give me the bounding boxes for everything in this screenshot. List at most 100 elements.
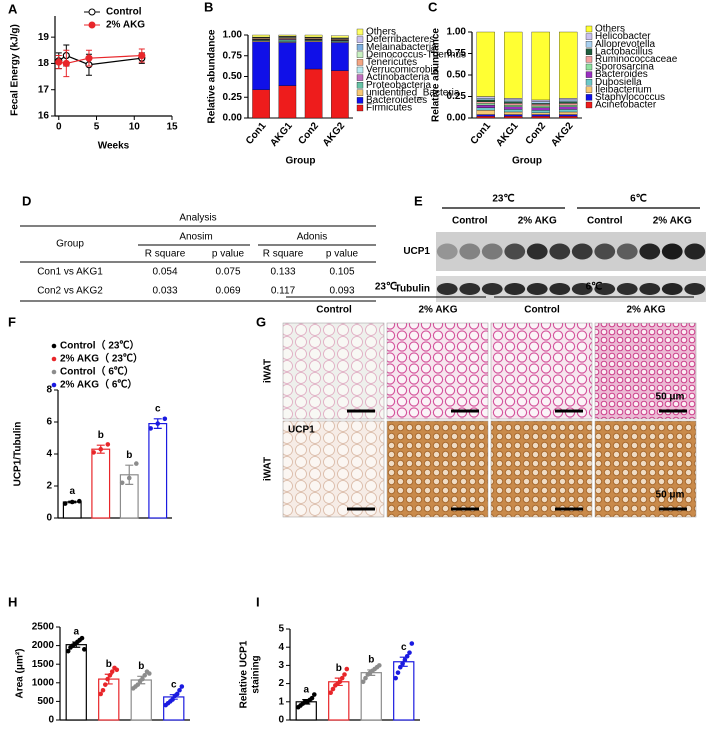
bar [98,678,120,721]
data-point [77,498,82,504]
bar-segment [504,106,523,110]
data-point [177,687,182,693]
bar-segment [331,42,349,71]
bar-segment [559,116,578,119]
legend-label: Proteobacteria [366,80,431,91]
legend-label: Control [106,7,142,18]
y-axis-title: Relative abundance [431,28,442,122]
data-point [109,669,115,674]
table-subheader: R square [145,249,186,260]
bar-segment [504,31,523,99]
bar-segment [504,116,523,119]
significance-letter: a [73,627,79,638]
legend-label: Tenericutes [366,57,417,68]
y-tick-label: 3 [278,660,284,671]
significance-letter: b [106,659,112,670]
legend-label: Ileibacterium [595,84,652,95]
bar-segment [559,103,578,106]
bar-segment [278,85,297,119]
bar [65,644,87,721]
data-point [126,475,132,481]
x-tick-label: AKG2 [321,120,348,149]
bar-segment [531,31,550,101]
group-label: Control [587,216,623,227]
legend-swatch [356,36,364,43]
micrograph [282,420,385,518]
data-point [105,676,110,682]
y-axis-title: staining [251,655,262,693]
data-point [402,657,408,663]
y-tick-label: 19 [38,32,50,43]
blot-band [661,283,683,295]
data-point [114,667,120,673]
table-cell: 0.105 [329,267,354,278]
blot-band [661,243,683,260]
legend-marker [51,369,57,375]
significance-letter: b [98,430,104,441]
bar-segment [504,109,523,113]
table-cell: 0.093 [329,286,354,297]
y-tick-label: 4 [46,449,52,460]
data-point [395,670,401,675]
legend-swatch [585,63,593,71]
bar-segment [559,31,578,99]
significance-letter: a [303,684,309,695]
data-point [312,692,317,697]
blot-band [459,283,481,295]
y-tick-label: 1 [278,696,284,707]
blot-band [616,243,638,260]
micrograph [386,322,489,420]
table-cell: 0.133 [270,267,295,278]
data-point [98,691,103,697]
y-tick-label: 2000 [32,640,55,651]
temperature-label: 23℃ [375,282,397,293]
legend-label: Control（ 23℃） [60,339,139,352]
micrograph [490,420,593,518]
data-point [134,461,139,466]
blot-band [526,283,548,295]
temperature-label: 23℃ [492,194,514,205]
legend-label: Alloprevotella [595,39,655,50]
row-label: iWAT [263,359,274,383]
y-axis-title: Area (μm²) [15,648,26,698]
micrograph [282,322,385,420]
data-point [82,647,87,652]
x-tick-label: Con1 [244,120,269,147]
legend-swatch [356,97,364,104]
y-tick-label: 0.00 [447,113,467,124]
bar-segment [331,35,349,39]
blot-band [571,243,593,260]
data-point [337,679,343,685]
bar-segment [531,114,550,117]
table-cell: Con2 vs AKG2 [37,286,103,297]
legend-swatch [356,66,364,74]
legend-swatch [585,94,593,101]
x-tick-label: Con2 [524,120,549,147]
legend-swatch [585,56,593,63]
legend-label: Others [595,24,625,35]
data-point [69,499,75,505]
bar-segment [559,98,578,101]
data-point [404,654,410,659]
data-point [65,648,71,654]
x-tick-label: AKG1 [268,120,295,149]
y-tick-label: 1000 [32,677,55,688]
legend-label: Ruminococcaceae [595,54,678,65]
legend-label: Bacteroides [595,69,648,80]
data-point [55,58,63,66]
scale-bar-label: 50 μm [656,490,685,501]
y-tick-label: 18 [38,58,50,69]
bar-segment [278,34,297,37]
data-point [397,664,403,670]
legend-swatch [356,28,364,36]
legend-label: Helicobacter [595,31,651,42]
blot-membrane [436,276,706,302]
bar-segment [504,111,523,115]
group-label: Control [452,216,488,227]
stain-label: UCP1 [288,425,315,436]
panel-label: B [204,0,213,14]
table-cell: 0.117 [271,286,296,297]
legend-swatch [585,48,593,55]
data-point [142,673,148,678]
bar-segment [531,104,550,107]
